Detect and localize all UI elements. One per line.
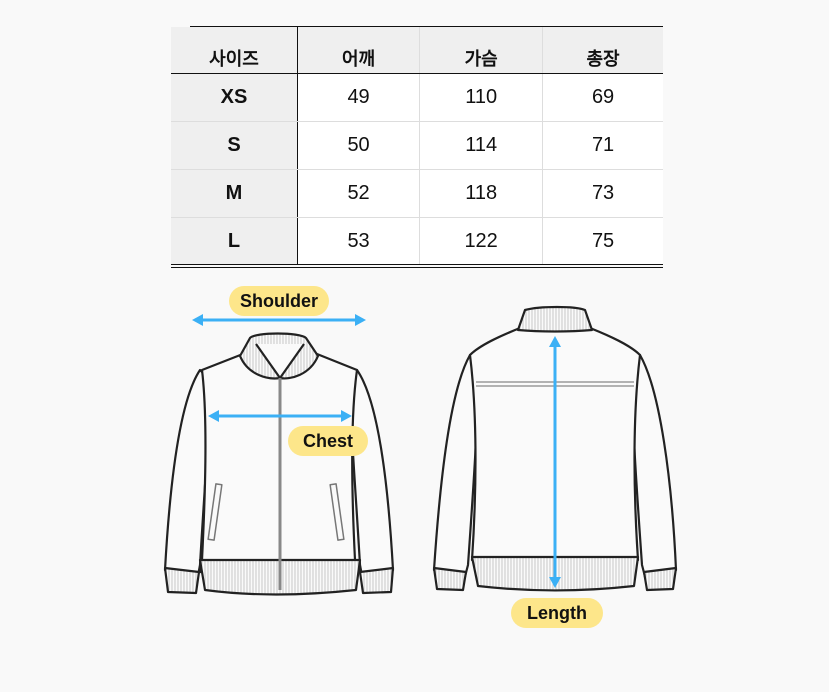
table-row: S 50 114 71 [171, 121, 663, 170]
size-table: 사이즈 어깨 가슴 총장 XS 49 110 69 S 50 114 71 M … [171, 27, 663, 265]
chest-cell: 114 [419, 121, 544, 170]
length-cell: 71 [542, 121, 663, 170]
shoulder-cell: 50 [297, 121, 421, 170]
left-pocket [207, 483, 223, 541]
shoulder-arrow-right-head [355, 314, 366, 326]
chest-arrow-right-head [341, 410, 352, 422]
table-row: L 53 122 75 [171, 217, 663, 265]
chest-cell: 122 [419, 217, 544, 265]
back-collar [516, 305, 594, 333]
size-cell: XS [171, 73, 298, 122]
measurement-arrows [192, 314, 561, 588]
length-cell: 73 [542, 169, 663, 218]
size-cell: M [171, 169, 298, 218]
length-cell: 75 [542, 217, 663, 265]
front-right-sleeve [348, 368, 395, 594]
shoulder-cell: 52 [297, 169, 421, 218]
table-top-rule [190, 26, 663, 27]
back-left-cuff [432, 566, 468, 592]
chest-label: Chest [288, 426, 368, 456]
front-left-cuff [163, 566, 201, 595]
shoulder-label: Shoulder [229, 286, 329, 316]
shoulder-cell: 53 [297, 217, 421, 265]
size-cell: S [171, 121, 298, 170]
table-row: XS 49 110 69 [171, 73, 663, 122]
back-right-cuff [642, 566, 678, 592]
length-arrow-bottom-head [549, 577, 561, 588]
shoulder-arrow-left-head [192, 314, 203, 326]
chest-arrow-left-head [208, 410, 219, 422]
length-arrow-top-head [549, 336, 561, 347]
table-bottom-double-rule [171, 264, 663, 268]
chest-cell: 110 [419, 73, 544, 122]
shoulder-cell: 49 [297, 73, 421, 122]
right-pocket [329, 483, 345, 541]
front-right-cuff [358, 566, 395, 595]
length-label: Length [511, 598, 603, 628]
header-shoulder: 어깨 [297, 27, 421, 74]
front-jacket-illustration [163, 332, 395, 596]
table-row: M 52 118 73 [171, 169, 663, 218]
jacket-diagram [163, 305, 678, 596]
chest-cell: 118 [419, 169, 544, 218]
table-header-row: 사이즈 어깨 가슴 총장 [171, 27, 663, 74]
header-size: 사이즈 [171, 27, 298, 74]
header-chest: 가슴 [419, 27, 544, 74]
header-length: 총장 [542, 27, 663, 74]
length-cell: 69 [542, 73, 663, 122]
size-cell: L [171, 217, 298, 265]
